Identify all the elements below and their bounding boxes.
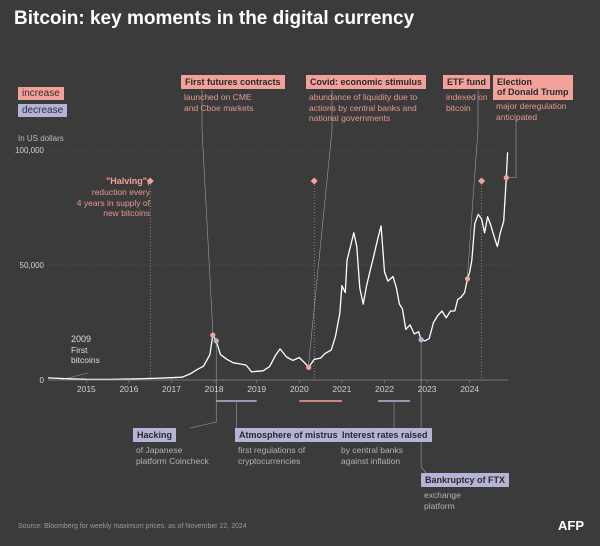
event-ftx-title: Bankruptcy of FTX <box>421 473 510 488</box>
y-tick-label: 50,000 <box>20 261 45 270</box>
x-tick-label: 2017 <box>162 384 181 394</box>
event-etf-title: ETF fund <box>443 75 490 90</box>
event-trump-desc: major deregulation anticipated <box>496 101 567 122</box>
halving-diamond <box>146 177 154 185</box>
chart-title: Bitcoin: key moments in the digital curr… <box>14 8 415 29</box>
source-note: Source: Bloomberg for weekly maximum pri… <box>18 523 247 530</box>
event-mistrust-desc: first regulations of cryptocurrencies <box>238 445 306 466</box>
event-ftx-desc: exchange platform <box>424 490 461 511</box>
event-halving-title: "Halving", <box>106 176 150 186</box>
marker-covid <box>306 364 312 370</box>
leader-trump <box>506 120 517 178</box>
event-trump-title: Election of Donald Trump <box>493 75 573 100</box>
unit-label: In US dollars <box>18 134 64 143</box>
legend-decrease: decrease <box>18 104 68 117</box>
event-rates-title: Interest rates raised <box>338 428 432 443</box>
marker-etf <box>464 276 471 282</box>
leader-ftx <box>420 339 427 474</box>
event-covid-desc: abundance of liquidity due to actions by … <box>309 92 418 124</box>
halving-diamond <box>478 177 486 185</box>
legend-increase: increase <box>18 87 64 100</box>
event-hacking-desc: of Japanese platform Coincheck <box>136 445 209 466</box>
x-tick-label: 2024 <box>460 384 479 394</box>
event-leader-lines <box>59 90 517 474</box>
leader-hacking <box>189 340 217 429</box>
x-tick-label: 2019 <box>247 384 266 394</box>
event-futures-desc: launched on CME and Cboe markets <box>184 92 254 113</box>
leader-covid <box>308 90 333 368</box>
x-tick-label: 2021 <box>332 384 351 394</box>
x-tick-label: 2015 <box>77 384 96 394</box>
event-first-bitcoins: 2009 First bitcoins <box>71 334 100 365</box>
event-hacking-title: Hacking <box>133 428 177 443</box>
leader-futures <box>201 90 214 336</box>
x-tick-label: 2020 <box>290 384 309 394</box>
event-rates-desc: by central banks against inflation <box>341 445 403 466</box>
event-mistrust-title: Atmosphere of mistrust <box>235 428 345 443</box>
x-tick-label: 2016 <box>119 384 138 394</box>
event-futures-title: First futures contracts <box>181 75 285 90</box>
marker-futures <box>210 332 216 338</box>
event-halving-desc: reduction every 4 years in supply of new b… <box>76 187 150 219</box>
marker-trump <box>503 175 509 181</box>
y-tick-label: 0 <box>40 376 45 385</box>
halving-diamond <box>310 177 318 185</box>
y-tick-label: 100,000 <box>15 146 44 155</box>
x-tick-label: 2023 <box>418 384 437 394</box>
event-etf-desc: indexed on bitcoin <box>446 92 488 113</box>
axes: 0 50,000 100,000 2015 2016 2017 2018 2019 2020 20… <box>15 146 508 394</box>
x-tick-label: 2018 <box>205 384 224 394</box>
x-tick-label: 2022 <box>375 384 394 394</box>
event-covid-title: Covid: economic stimulus <box>306 75 427 90</box>
marker-ftx <box>418 337 424 343</box>
event-markers <box>146 175 509 370</box>
marker-hacking <box>213 338 219 344</box>
afp-logo: AFP <box>558 518 584 533</box>
